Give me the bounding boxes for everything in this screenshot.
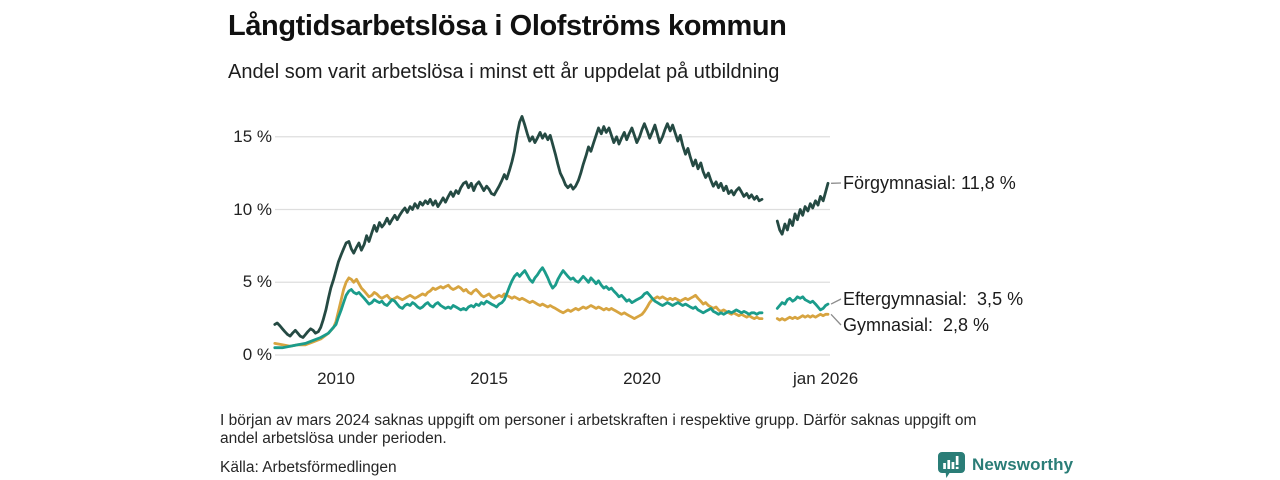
- y-tick-label-5: 5 %: [242, 272, 272, 292]
- y-tick-label-10: 10 %: [233, 199, 272, 219]
- series-end-label-eftergymnasial: Eftergymnasial: 3,5 %: [843, 289, 1024, 309]
- chart-subtitle: Andel som varit arbetslösa i minst ett å…: [228, 61, 780, 83]
- footnote-line-2: andel arbetslösa under perioden.: [220, 429, 447, 447]
- series-line-förgymnasial-seg1: [273, 115, 764, 339]
- x-tick-label-2020: 2020: [623, 369, 661, 388]
- series-line-eftergymnasial-seg2: [775, 295, 830, 312]
- series-end-label-forgymnasial: Förgymnasial: 11,8 %: [843, 173, 1016, 193]
- label-connector-eftergymnasial: [830, 298, 842, 305]
- series-end-label-gymnasial: Gymnasial: 2,8 %: [843, 315, 990, 335]
- source-note: Källa: Arbetsförmedlingen: [220, 459, 397, 476]
- footnote: I början av mars 2024 saknas uppgift om …: [220, 412, 976, 447]
- y-tick-label-0: 0 %: [242, 345, 272, 364]
- x-tick-label-2010: 2010: [317, 369, 355, 388]
- chart-title: Långtidsarbetslösa i Olofströms kommun: [228, 10, 787, 42]
- label-connector-gymnasial: [830, 313, 842, 326]
- series-line-förgymnasial-seg2: [775, 181, 830, 236]
- series-line-gymnasial-seg2: [775, 312, 830, 322]
- series-line-gymnasial-seg1: [273, 276, 764, 348]
- footnote-line-1: I början av mars 2024 saknas uppgift om …: [220, 412, 977, 429]
- newsworthy-branding: Newsworthy: [938, 451, 1073, 479]
- newsworthy-brand-name: Newsworthy: [972, 455, 1074, 474]
- x-tick-label-jan-2026: jan 2026: [792, 369, 859, 388]
- series-line-eftergymnasial-seg1: [273, 266, 764, 350]
- y-tick-label-15: 15 %: [233, 126, 272, 146]
- x-tick-label-2015: 2015: [470, 369, 508, 388]
- newsworthy-logo-icon: [938, 452, 965, 478]
